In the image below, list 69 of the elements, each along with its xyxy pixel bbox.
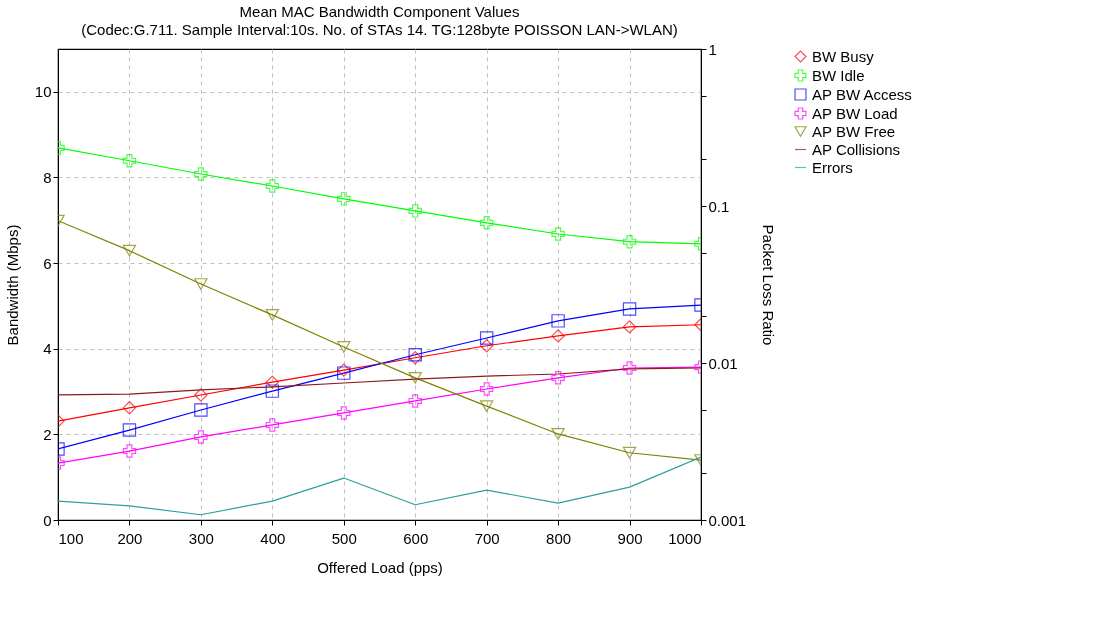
x-tick-label: 800 <box>546 529 572 547</box>
x-tick-label: 100 <box>58 529 84 547</box>
legend-label: AP Collisions <box>812 140 901 158</box>
point <box>337 341 351 353</box>
point <box>622 234 637 249</box>
y-tick-label: 2 <box>43 425 52 443</box>
point <box>265 375 280 389</box>
line-series <box>58 456 701 516</box>
x-tick-label: 200 <box>117 529 143 547</box>
y-tick-label: 4 <box>43 340 52 358</box>
x-tick-label: 700 <box>474 529 500 547</box>
point <box>194 388 208 402</box>
x-tick-label: 900 <box>617 529 643 547</box>
y2-tick-label: 0.1 <box>708 197 730 215</box>
point <box>622 361 637 375</box>
point <box>265 309 280 321</box>
point <box>622 302 637 316</box>
y2-tick-label: 0.001 <box>708 511 747 529</box>
point <box>265 179 280 193</box>
y-tick-label: 8 <box>43 168 52 186</box>
point <box>622 446 637 459</box>
point <box>122 401 137 415</box>
x-tick-label: 1000 <box>668 529 702 547</box>
y-tick-label: 6 <box>43 254 52 272</box>
legend-label: BW Idle <box>812 66 865 84</box>
x-axis-title: Offered Load (pps) <box>317 558 443 576</box>
y2-tick-label: 1 <box>708 40 717 58</box>
chart-title: Mean MAC Bandwidth Component Values <box>239 3 520 20</box>
y-tick-label: 10 <box>34 83 52 101</box>
x-tick-label: 400 <box>260 529 286 547</box>
point <box>479 339 494 353</box>
point <box>479 216 494 230</box>
y-tick-label: 0 <box>43 511 52 529</box>
point <box>551 329 565 343</box>
x-tick-label: 300 <box>188 529 214 547</box>
y2-axis-title: Packet Loss Ratio <box>760 224 778 346</box>
point <box>408 204 422 218</box>
y-axis-title: Bandwidth (Mbps) <box>3 224 21 346</box>
legend-label: Errors <box>812 158 853 176</box>
legend-label: AP BW Load <box>812 104 898 122</box>
point <box>122 423 137 437</box>
point <box>551 314 565 328</box>
chart-subtitle: (Codec:G.711. Sample Interval:10s. No. of STAs 14. TG:128byte POISSON LAN->WLAN) <box>81 21 678 38</box>
point <box>479 331 494 345</box>
point <box>122 244 137 257</box>
point <box>122 154 137 168</box>
y2-tick-label: 0.01 <box>708 354 738 372</box>
point <box>194 430 208 444</box>
point <box>122 444 137 458</box>
point <box>265 384 280 398</box>
x-tick-label: 600 <box>403 529 429 547</box>
point <box>265 418 280 432</box>
legend-label: AP BW Free <box>812 122 896 140</box>
point <box>194 278 208 290</box>
legend-label: AP BW Access <box>812 85 912 103</box>
legend-label: BW Busy <box>812 47 875 65</box>
point <box>551 227 565 241</box>
point <box>408 371 422 384</box>
point <box>551 371 565 385</box>
point <box>408 394 422 408</box>
point <box>194 167 208 181</box>
point <box>337 406 351 420</box>
point <box>337 192 351 206</box>
point <box>479 382 494 396</box>
point <box>622 320 637 334</box>
point <box>551 428 565 440</box>
x-tick-label: 500 <box>331 529 357 547</box>
point <box>194 403 208 417</box>
point <box>479 400 494 413</box>
